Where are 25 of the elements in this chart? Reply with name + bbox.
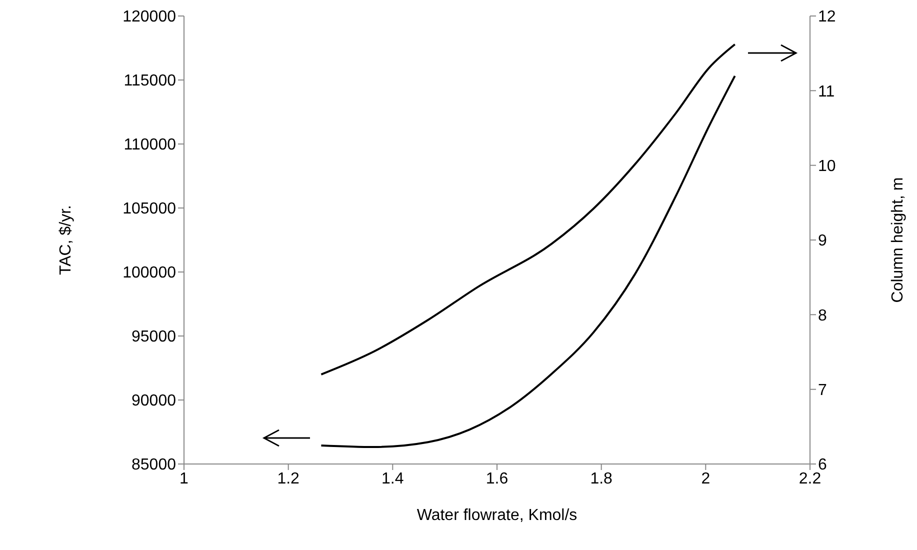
x-tick-label: 1 xyxy=(180,470,189,488)
y2-tick-label: 12 xyxy=(818,8,836,26)
y-tick-label: 115000 xyxy=(124,72,176,90)
y-tick-label: 95000 xyxy=(132,328,176,346)
x-axis-title: Water flowrate, Kmol/s xyxy=(416,507,578,524)
y2-axis-title: Column height, m xyxy=(890,177,907,303)
y-tick-label: 100000 xyxy=(122,264,176,282)
y2-tick-label: 8 xyxy=(818,307,827,324)
y2-tick-label: 9 xyxy=(818,232,827,250)
x-tick-label: 1.4 xyxy=(382,470,404,488)
x-tick-label: 1.2 xyxy=(277,470,300,488)
y2-tick-label: 7 xyxy=(818,382,827,400)
y2-tick-label: 11 xyxy=(818,83,835,100)
line-series xyxy=(320,43,736,376)
line-series xyxy=(320,74,736,448)
y-tick-label: 105000 xyxy=(122,200,176,218)
y-axis-title: TAC, $/yr. xyxy=(58,205,75,275)
x-tick-label: 1.6 xyxy=(486,470,508,488)
y-tick-label: 90000 xyxy=(132,392,176,410)
x-tick-label: 2 xyxy=(701,470,710,488)
x-tick-label: 1.8 xyxy=(590,470,613,488)
y-tick-label: 85000 xyxy=(132,456,176,474)
y-tick-label: 120000 xyxy=(122,8,176,26)
y-tick-label: 110000 xyxy=(124,136,176,154)
y2-tick-label: 10 xyxy=(818,158,836,176)
